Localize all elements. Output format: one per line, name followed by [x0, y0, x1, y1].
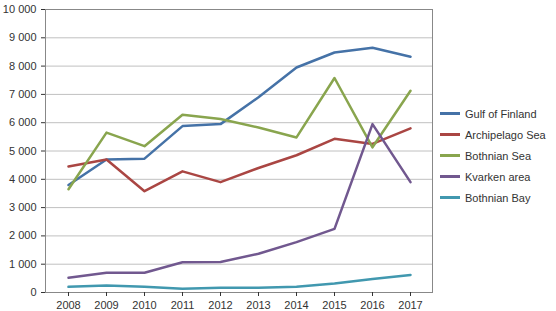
html-text:Gulf of Finland: Gulf of Finland: [465, 107, 537, 120]
svg-text:2014: 2014: [284, 299, 308, 311]
svg-text:2017: 2017: [398, 299, 422, 311]
svg-text:5 000: 5 000: [9, 145, 37, 157]
svg-text:10 000: 10 000: [3, 3, 37, 15]
svg-text:2009: 2009: [94, 299, 118, 311]
svg-text:7 000: 7 000: [9, 88, 37, 100]
svg-text:2010: 2010: [132, 299, 156, 311]
svg-text:4 000: 4 000: [9, 173, 37, 185]
svg-text:0: 0: [30, 286, 36, 298]
html-text:Bothnian Sea: Bothnian Sea: [465, 149, 532, 162]
svg-text:1 000: 1 000: [9, 258, 37, 270]
svg-text:9 000: 9 000: [9, 31, 37, 43]
svg-text:2008: 2008: [56, 299, 80, 311]
svg-text:3 000: 3 000: [9, 201, 37, 213]
html-text:Kvarken area: Kvarken area: [465, 170, 531, 183]
svg-text:2016: 2016: [360, 299, 384, 311]
svg-text:6 000: 6 000: [9, 116, 37, 128]
svg-text:2011: 2011: [171, 299, 195, 311]
svg-text:2 000: 2 000: [9, 229, 37, 241]
html-text:Bothnian Bay: Bothnian Bay: [465, 191, 531, 204]
svg-text:2013: 2013: [246, 299, 270, 311]
svg-text:2012: 2012: [208, 299, 232, 311]
svg-text:2015: 2015: [322, 299, 346, 311]
html-text:Archipelago Sea: Archipelago Sea: [465, 128, 546, 141]
svg-text:8 000: 8 000: [9, 60, 37, 72]
